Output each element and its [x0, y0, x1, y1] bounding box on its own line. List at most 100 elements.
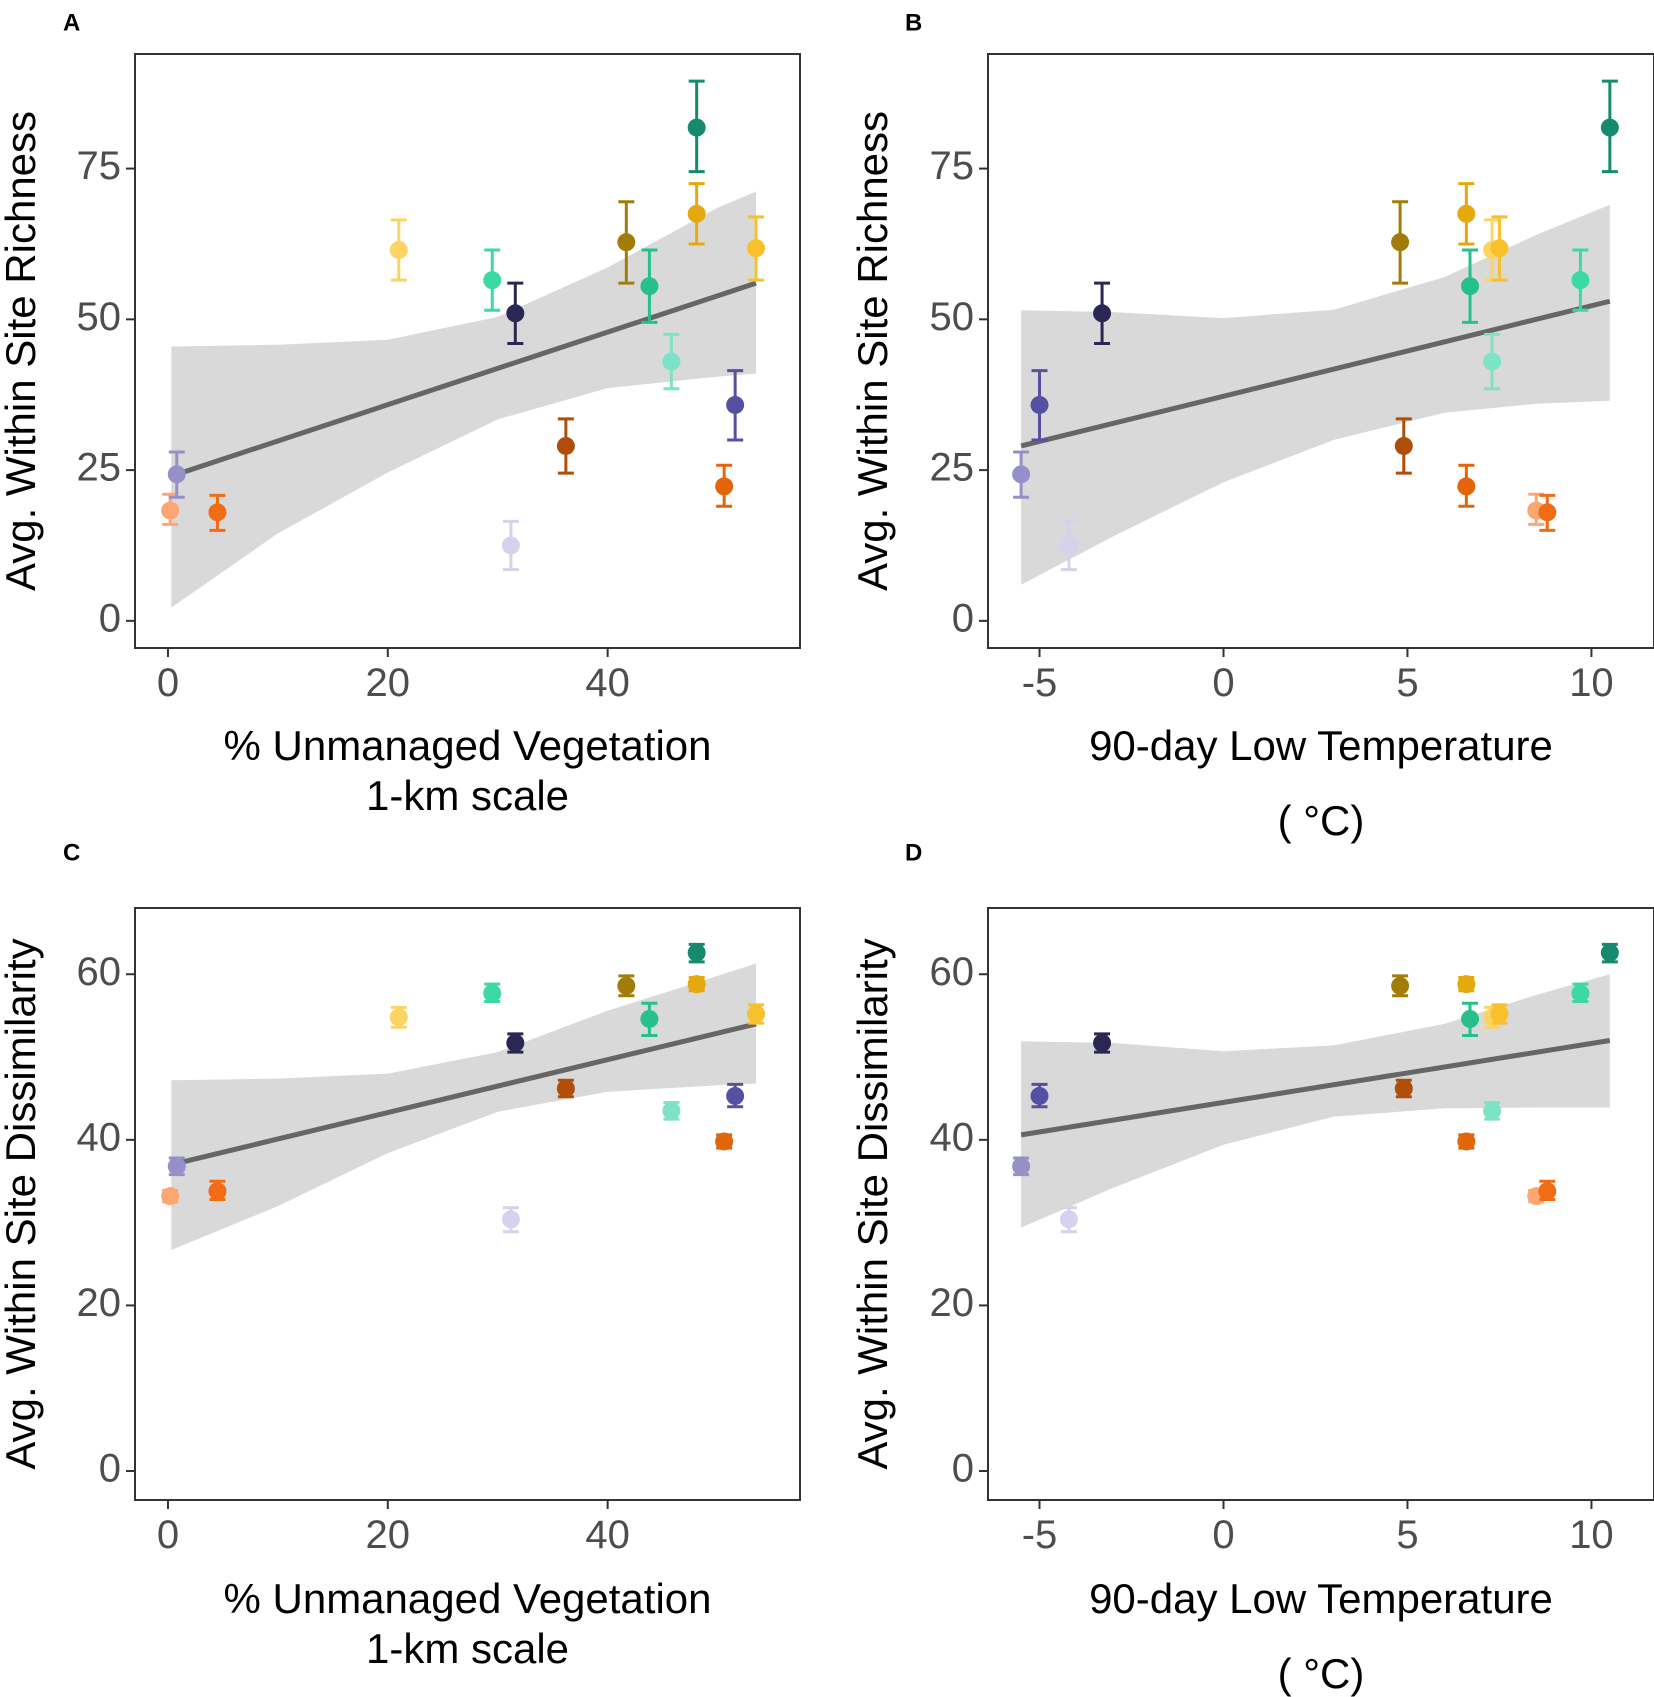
data-point [687, 79, 706, 174]
panel-b: B 0 25 50 75 -5 0 5 10 90-day Low Temperature ( °C… [849, 9, 1654, 844]
data-point [726, 369, 745, 442]
data-point [556, 1078, 575, 1099]
y-tick-label: 50 [930, 295, 975, 339]
point-marker [1012, 1157, 1031, 1176]
data-point [167, 450, 186, 499]
regression-line [1020, 1038, 1611, 1138]
data-point [1461, 1001, 1480, 1038]
point-marker [1600, 943, 1619, 962]
y-tick-label: 60 [77, 950, 122, 994]
y-axis-title: Avg. Within Site Richness [0, 111, 44, 591]
point-marker [1571, 271, 1590, 290]
data-point [1457, 975, 1476, 994]
point-marker [687, 943, 706, 962]
point-marker [687, 204, 706, 223]
data-point [715, 1132, 734, 1151]
data-point [483, 248, 502, 312]
point-marker [1012, 465, 1031, 484]
y-tick-label: 75 [77, 144, 122, 188]
x-tick-label: -5 [1022, 661, 1058, 705]
y-tick-label: 40 [930, 1115, 975, 1159]
point-marker [1030, 395, 1049, 414]
data-point [1600, 79, 1619, 174]
x-tick-label: 0 [157, 661, 179, 705]
panel-letter-c: C [63, 839, 80, 866]
y-tick-label: 40 [77, 1115, 122, 1159]
data-point [556, 417, 575, 475]
data-point [1012, 450, 1031, 499]
data-point [1457, 463, 1476, 508]
data-point [1490, 1003, 1509, 1025]
point-marker [1571, 984, 1590, 1003]
y-tick-label: 20 [930, 1281, 975, 1325]
data-point [687, 942, 706, 964]
point-marker [389, 240, 408, 259]
data-point [1457, 182, 1476, 246]
point-marker [715, 477, 734, 496]
point-marker [1457, 1132, 1476, 1151]
data-point [1394, 1078, 1413, 1099]
point-marker [506, 1033, 525, 1052]
y-tick-label: 20 [77, 1281, 122, 1325]
y-tick-label: 0 [952, 1447, 974, 1491]
point-marker [1538, 503, 1557, 522]
data-point [1538, 1179, 1557, 1201]
y-tick-label: 50 [77, 295, 122, 339]
panel-a: A 0 25 50 75 0 20 40 % Unmanaged Vegetation1-km … [0, 9, 801, 819]
point-marker [1538, 1182, 1557, 1201]
point-marker [1461, 1009, 1480, 1028]
point-marker [167, 1157, 186, 1176]
regression-line [170, 1021, 757, 1168]
data-point [1059, 519, 1078, 572]
data-point [617, 974, 636, 998]
y-tick-label: 0 [952, 596, 974, 640]
confidence-band [171, 191, 757, 608]
panel-d: D 0 20 40 60 -5 0 5 10 90-day Low Temperature ( °C… [849, 839, 1654, 1697]
point-marker [726, 1086, 745, 1105]
data-point [1457, 1132, 1476, 1151]
data-point [1461, 248, 1480, 324]
y-axis-title: Avg. Within Site Dissimilarity [0, 938, 44, 1469]
data-point [1538, 493, 1557, 532]
regression-line [1020, 298, 1611, 449]
point-marker [1394, 1079, 1413, 1098]
y-axis-title: Avg. Within Site Dissimilarity [849, 938, 896, 1469]
data-point [1571, 248, 1590, 312]
x-axis-title: 1-km scale [366, 772, 569, 819]
x-axis-title: ( °C) [1278, 797, 1365, 844]
data-point [506, 1032, 525, 1054]
regression-line [170, 280, 757, 479]
x-tick-label: 20 [366, 1513, 411, 1557]
x-tick-label: 0 [157, 1513, 179, 1557]
data-point [483, 982, 502, 1004]
point-marker [640, 277, 659, 296]
panel-border [987, 53, 1654, 649]
data-point [501, 1206, 520, 1234]
data-point [640, 1001, 659, 1038]
point-marker [1093, 1033, 1112, 1052]
point-marker [483, 984, 502, 1003]
point-marker [747, 239, 766, 258]
point-marker [1059, 1210, 1078, 1229]
x-axis-title: % Unmanaged Vegetation [223, 1575, 711, 1622]
data-point [687, 975, 706, 994]
point-marker [687, 118, 706, 137]
data-point [161, 492, 180, 526]
panel-c: C 0 20 40 60 0 20 40 % Unmanaged Vegetation1-km … [0, 839, 801, 1672]
point-marker [389, 1008, 408, 1027]
y-tick-label: 0 [99, 1447, 121, 1491]
point-marker [1600, 118, 1619, 137]
point-marker [161, 1187, 180, 1206]
confidence-band [171, 963, 757, 1250]
data-point [161, 1187, 180, 1206]
point-marker [501, 536, 520, 555]
point-marker [556, 436, 575, 455]
point-marker [1483, 352, 1502, 371]
x-tick-label: 5 [1396, 661, 1418, 705]
point-marker [208, 503, 227, 522]
panel-border [134, 907, 801, 1501]
data-point [208, 1179, 227, 1201]
x-tick-label: 20 [366, 661, 411, 705]
data-point [389, 218, 408, 282]
